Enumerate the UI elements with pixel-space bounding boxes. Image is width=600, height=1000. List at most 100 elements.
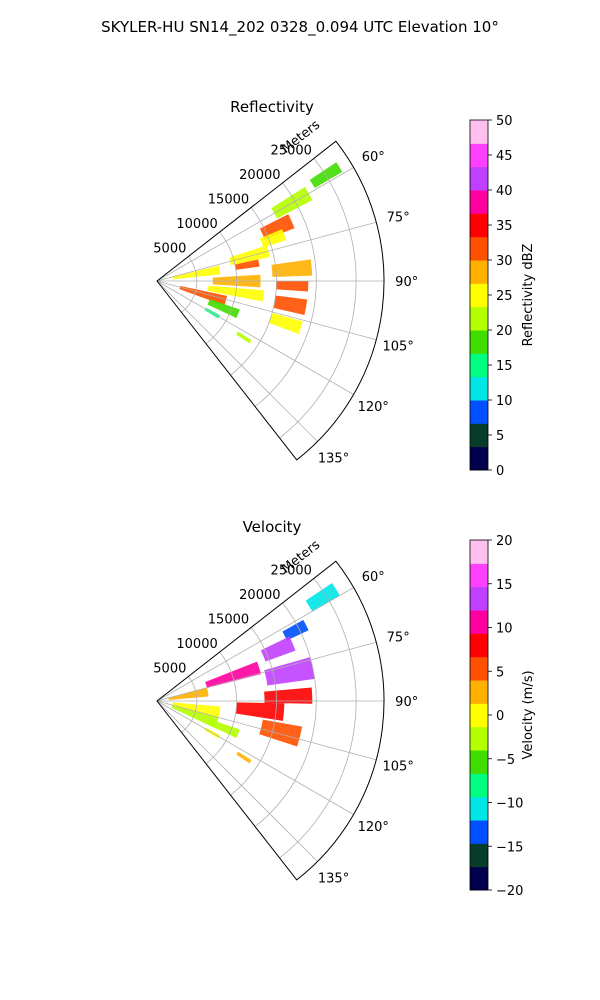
colorbar-swatch — [470, 820, 488, 844]
echo-cell — [305, 582, 340, 612]
colorbar-swatch — [470, 610, 488, 634]
colorbar-swatch — [470, 353, 488, 378]
azimuth-gridline — [156, 167, 354, 282]
reflectivity-panel: Reflectivity 5000 10000 15000 20000 25000 60°… — [153, 98, 536, 479]
colorbar-swatch — [470, 540, 488, 564]
colorbar-swatch — [470, 656, 488, 681]
colorbar-tick-label: 45 — [496, 149, 513, 164]
azimuth-gridline — [156, 280, 318, 442]
echo-cell — [271, 186, 313, 219]
reflectivity-polar-plot: 5000 10000 15000 20000 25000 60° 75° 90° 105° 120… — [153, 117, 418, 466]
range-ring — [254, 182, 317, 407]
colorbar-swatch — [470, 236, 488, 261]
colorbar-tick-label: 35 — [496, 219, 513, 234]
colorbar-swatch — [470, 306, 488, 331]
colorbar-swatch — [470, 283, 488, 308]
azimuth-tick-label: 90° — [395, 275, 418, 290]
echo-cell — [259, 214, 295, 240]
colorbar-tick-label: −5 — [496, 753, 515, 768]
range-ring — [254, 602, 317, 827]
azimuth-gridline — [156, 641, 377, 702]
range-ring — [205, 651, 238, 765]
colorbar-swatch — [470, 750, 488, 774]
range-tick-label: 20000 — [239, 588, 280, 603]
colorbar-swatch — [470, 866, 488, 891]
azimuth-gridline — [156, 700, 318, 862]
azimuth-gridline — [156, 700, 354, 815]
echo-cell — [260, 636, 296, 662]
colorbar-swatch — [470, 423, 488, 448]
azimuth-tick-label: 60° — [362, 570, 385, 585]
colorbar-tick-label: 30 — [496, 254, 513, 269]
azimuth-tick-label: 105° — [383, 760, 414, 775]
reflectivity-title: Reflectivity — [230, 98, 314, 116]
colorbar-tick-label: −20 — [496, 884, 523, 899]
velocity-polar-plot: 5000 10000 15000 20000 25000 60° 75° 90° 105° 120… — [153, 537, 418, 886]
echo-cell — [179, 285, 228, 306]
colorbar-swatch — [470, 376, 488, 401]
range-tick-label: 15000 — [208, 612, 249, 627]
azimuth-gridline — [156, 700, 377, 761]
colorbar-swatch — [470, 563, 488, 588]
range-tick-label: 10000 — [176, 217, 217, 232]
velocity-colorbar: −20 −15 −10 −5 0 5 10 15 20 Velocity (m/s) — [469, 534, 536, 899]
colorbar-tick-label: 15 — [496, 578, 513, 593]
echo-cell — [236, 331, 252, 344]
range-tick-label: 25000 — [271, 563, 312, 578]
echo-cell — [228, 245, 270, 266]
echo-cell — [207, 299, 240, 319]
echo-cell — [172, 702, 221, 718]
colorbar-tick-label: 0 — [496, 709, 504, 724]
azimuth-tick-label: 120° — [358, 400, 389, 415]
colorbar-swatch — [470, 143, 488, 168]
colorbar-tick-label: 40 — [496, 184, 513, 199]
azimuth-tick-label: 60° — [362, 150, 385, 165]
colorbar-tick-label: 15 — [496, 359, 513, 374]
echo-cell — [271, 259, 313, 277]
sector-outline — [156, 560, 385, 881]
range-tick-label: 15000 — [208, 192, 249, 207]
range-ring — [181, 256, 198, 313]
echo-cell — [282, 619, 309, 641]
colorbar-label: Velocity (m/s) — [521, 670, 536, 759]
colorbar-swatch — [470, 843, 488, 868]
range-ring — [279, 578, 357, 859]
echo-cell — [171, 705, 219, 728]
colorbar-swatch — [470, 213, 488, 238]
colorbar-tick-label: 50 — [496, 114, 513, 129]
velocity-panel: Velocity 5000 10000 15000 20000 25000 60° 75° 9… — [153, 518, 536, 899]
echo-cell — [260, 229, 287, 248]
colorbar-tick-label: −10 — [496, 797, 523, 812]
velocity-title: Velocity — [243, 518, 302, 536]
colorbar-swatch — [470, 120, 488, 144]
colorbar-swatch — [470, 796, 488, 821]
range-ring — [230, 627, 277, 796]
echo-cell — [234, 259, 260, 270]
azimuth-tick-label: 75° — [387, 630, 410, 645]
colorbar-swatch — [470, 190, 488, 214]
azimuth-tick-label: 75° — [387, 210, 410, 225]
colorbar-swatch — [470, 260, 488, 284]
echo-cell — [235, 702, 285, 721]
range-tick-label: 20000 — [239, 168, 280, 183]
range-tick-label: 25000 — [271, 143, 312, 158]
range-tick-label: 10000 — [176, 637, 217, 652]
echo-cell — [276, 281, 309, 292]
colorbar-tick-label: −15 — [496, 840, 523, 855]
azimuth-tick-label: 135° — [318, 452, 349, 467]
colorbar-tick-label: 5 — [496, 665, 504, 680]
colorbar-swatch — [470, 446, 488, 471]
echo-cell — [207, 719, 240, 739]
azimuth-gridline — [156, 280, 354, 395]
colorbar-tick-label: 0 — [496, 464, 504, 479]
figure-suptitle: SKYLER-HU SN14_202 0328_0.094 UTC Elevat… — [101, 18, 499, 37]
echo-cell — [205, 661, 262, 689]
range-tick-label: 5000 — [153, 241, 186, 256]
echo-cell — [259, 719, 303, 747]
range-ring — [181, 676, 198, 733]
colorbar-tick-label: 20 — [496, 534, 513, 549]
colorbar-swatch — [470, 586, 488, 611]
colorbar-swatch — [470, 726, 488, 751]
colorbar-swatch — [470, 166, 488, 191]
